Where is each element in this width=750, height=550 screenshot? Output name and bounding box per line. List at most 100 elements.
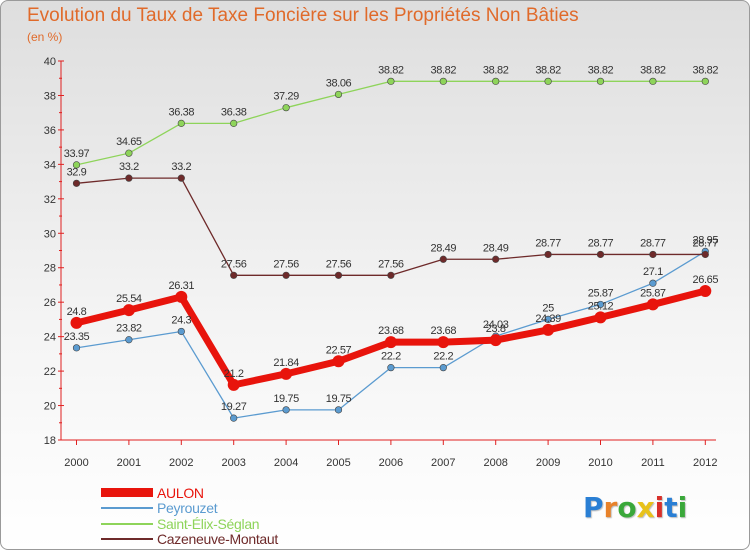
data-label: 38.82 [588, 64, 614, 76]
data-point [701, 77, 709, 85]
data-point [177, 327, 185, 336]
data-label: 21.2 [224, 368, 244, 380]
data-point [544, 315, 552, 324]
data-point [334, 271, 343, 279]
logo-letter: x [636, 491, 655, 524]
data-point [439, 77, 447, 85]
data-label: 27.56 [273, 258, 299, 270]
legend-label: AULON [157, 484, 204, 501]
x-tick-label: 2005 [326, 457, 350, 469]
data-label: 28.77 [693, 237, 719, 249]
x-tick-label: 2010 [588, 457, 612, 469]
data-label: 27.1 [643, 266, 663, 278]
data-label: 34.65 [116, 136, 142, 148]
data-label: 27.56 [378, 258, 404, 270]
x-tick-label: 2001 [117, 457, 141, 469]
data-label: 22.2 [433, 351, 453, 363]
data-point [699, 284, 712, 297]
data-point [649, 77, 657, 85]
logo-letter: t [664, 491, 678, 524]
y-tick-label: 18 [44, 435, 56, 447]
data-point [384, 336, 397, 349]
data-point [334, 406, 343, 414]
x-tick-label: 2006 [379, 457, 403, 469]
data-label: 26.65 [693, 274, 719, 286]
data-point [125, 336, 133, 344]
data-label: 33.2 [171, 161, 191, 173]
data-label: 38.82 [640, 64, 666, 76]
logo-letter: o [617, 491, 637, 524]
data-point [125, 149, 133, 157]
logo-letter: i [654, 491, 665, 524]
data-point [72, 161, 81, 169]
legend-swatch [101, 522, 153, 525]
data-point [594, 311, 607, 324]
x-tick-label: 2009 [536, 457, 560, 469]
legend-item: AULON [101, 485, 278, 501]
data-label: 36.38 [221, 106, 247, 118]
y-tick-label: 24 [44, 332, 56, 344]
data-point [646, 298, 659, 311]
data-point [280, 367, 293, 380]
legend-label: Cazeneuve-Montaut [157, 531, 278, 548]
data-label: 25 [542, 302, 554, 314]
data-point [72, 344, 81, 352]
data-point [489, 334, 502, 347]
data-point [227, 378, 240, 391]
data-point [701, 250, 709, 259]
data-label: 28.77 [588, 237, 614, 249]
x-tick-label: 2012 [693, 457, 717, 469]
data-label: 38.82 [431, 64, 457, 76]
proxiti-logo: Proxiti [583, 491, 687, 524]
data-label: 38.06 [326, 77, 352, 89]
data-point [282, 271, 290, 279]
data-label: 28.49 [431, 242, 457, 254]
y-tick-label: 26 [44, 297, 56, 309]
legend-label: Saint-Élix-Séglan [157, 515, 260, 532]
data-point [439, 255, 447, 263]
data-point [72, 179, 81, 187]
data-point [125, 174, 133, 182]
y-tick-label: 32 [44, 194, 56, 206]
data-label: 28.77 [535, 237, 561, 249]
data-label: 33.2 [119, 161, 139, 173]
chart-title: Evolution du Taux de Taxe Foncière sur l… [27, 5, 579, 26]
data-point [282, 104, 290, 112]
data-point [177, 174, 185, 182]
data-label: 38.82 [693, 64, 719, 76]
data-label: 37.29 [273, 91, 299, 103]
data-point [544, 77, 552, 85]
y-tick-label: 38 [44, 90, 56, 102]
legend-item: Cazeneuve-Montaut [101, 532, 278, 548]
data-point [175, 290, 188, 303]
data-label: 38.82 [378, 64, 404, 76]
legend-item: Peyrouzet [101, 501, 278, 517]
legend-swatch [101, 538, 153, 541]
data-label: 25.12 [588, 300, 614, 312]
data-label: 26.31 [169, 280, 195, 292]
data-label: 19.27 [221, 401, 247, 413]
data-point [492, 77, 500, 85]
y-tick-label: 28 [44, 263, 56, 275]
data-label: 38.82 [535, 64, 561, 76]
data-label: 19.75 [273, 393, 299, 405]
legend-label: Peyrouzet [157, 500, 218, 517]
data-label: 25.54 [116, 293, 142, 305]
data-point [70, 316, 83, 329]
data-label: 23.68 [431, 325, 457, 337]
x-tick-label: 2007 [431, 457, 455, 469]
data-label: 25.87 [640, 287, 666, 299]
data-point [596, 300, 605, 309]
data-label: 19.75 [326, 393, 352, 405]
chart-legend: AULON Peyrouzet Saint-Élix-Séglan Cazeneuve… [101, 485, 278, 547]
data-point [177, 119, 185, 127]
data-label: 24.03 [483, 319, 509, 331]
data-point [387, 271, 395, 279]
data-label: 22.2 [381, 351, 401, 363]
data-label: 21.84 [273, 357, 299, 369]
data-point [544, 250, 552, 259]
data-point [387, 77, 395, 85]
chart-subtitle: (en %) [27, 30, 63, 44]
